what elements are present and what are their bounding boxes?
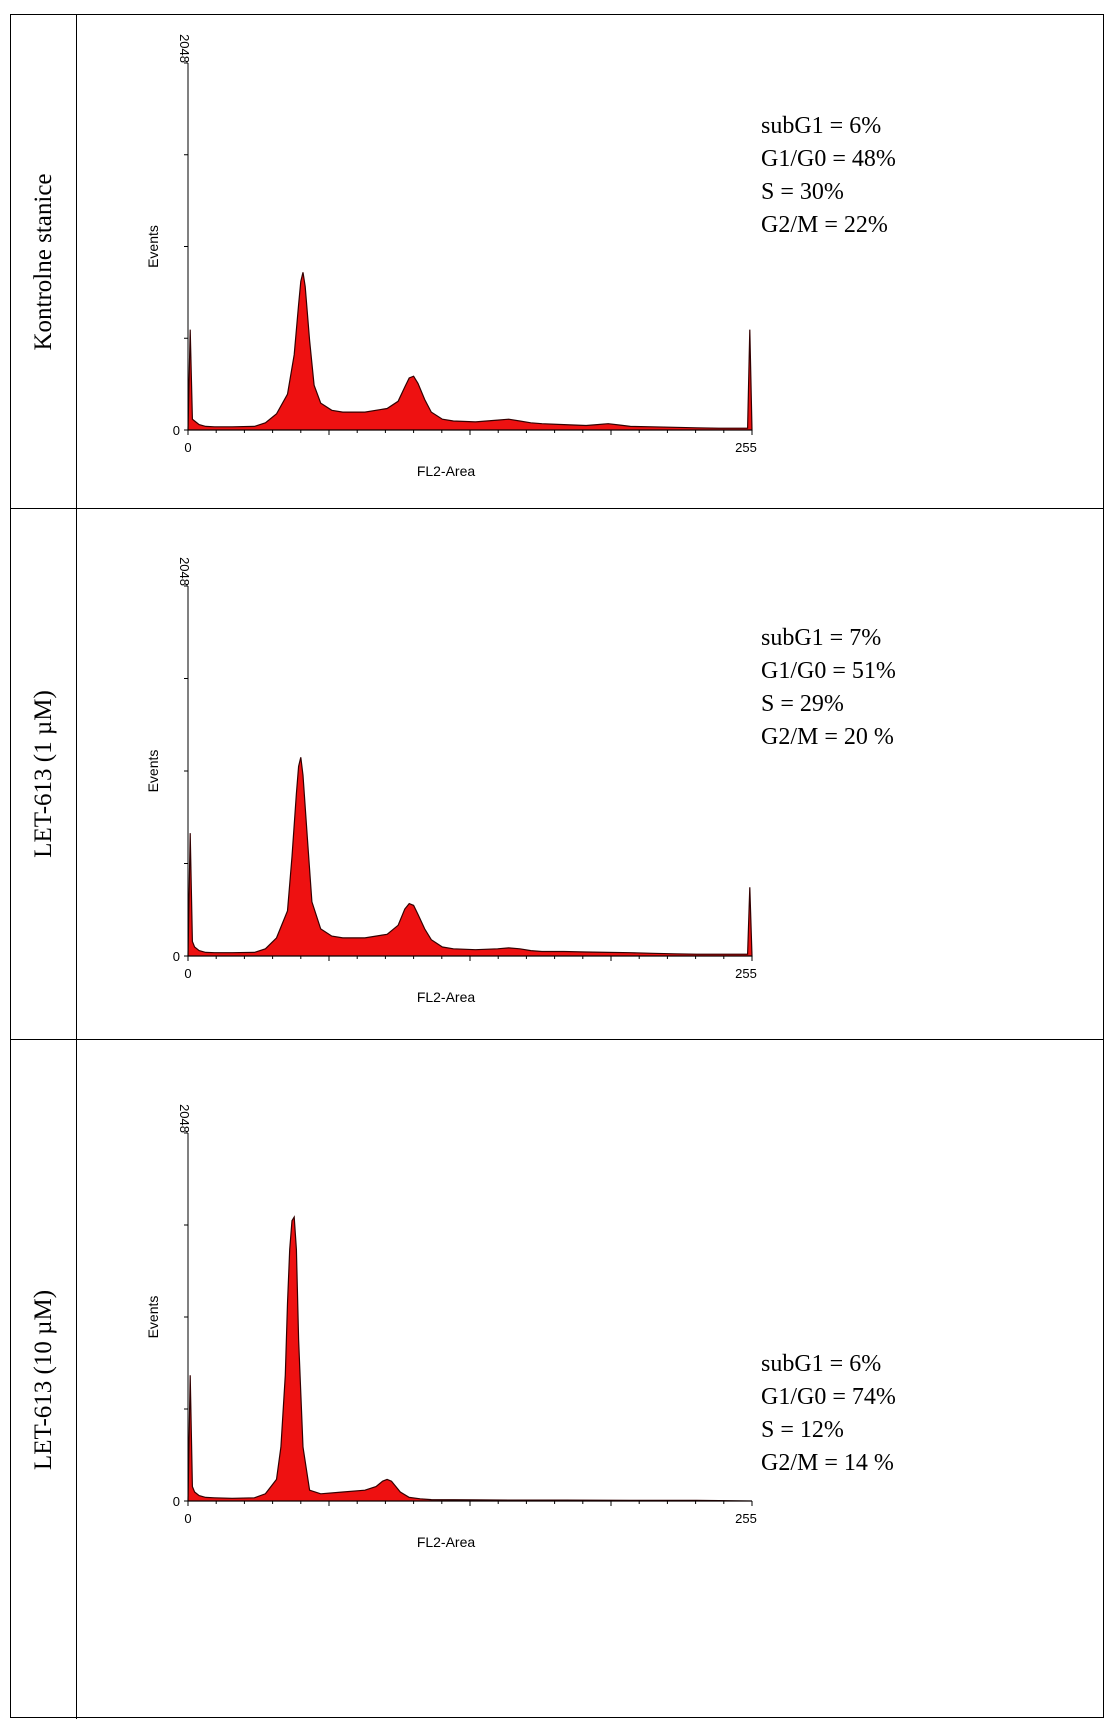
row-label-cell: LET-613 (1 µM) (11, 509, 77, 1039)
row-let613-1um: LET-613 (1 µM) 0 2048 0 255 FL2-Area Events s… (11, 508, 1103, 1039)
histogram-area (187, 757, 753, 957)
x-tick-label: 255 (735, 440, 757, 455)
row-let613-10um: LET-613 (10 µM) 0 2048 0 255 FL2-Area Events … (11, 1039, 1103, 1719)
stat-s: S = 30% (761, 179, 844, 205)
stat-subg1: subG1 = 7% (761, 625, 882, 651)
y-tick-label: 0 (173, 423, 180, 438)
stat-s: S = 12% (761, 1417, 844, 1443)
x-tick-label: 255 (735, 966, 757, 981)
stat-subg1: subG1 = 6% (761, 113, 882, 139)
row-label-cell: LET-613 (10 µM) (11, 1040, 77, 1719)
x-tick-label: 255 (735, 1511, 757, 1526)
stat-subg1: subG1 = 6% (761, 1351, 882, 1377)
row-label: LET-613 (10 µM) (29, 1289, 57, 1470)
stat-g1g0: G1/G0 = 48% (761, 146, 896, 172)
x-axis-label: FL2-Area (417, 989, 476, 1005)
row-label-cell: Kontrolne stanice (11, 15, 77, 508)
stats-block: subG1 = 6% G1/G0 = 48% S = 30% G2/M = 22… (761, 110, 896, 242)
stat-s: S = 29% (761, 691, 844, 717)
histogram-chart: 0 2048 0 255 FL2-Area Events (145, 34, 757, 479)
histogram-chart: 0 2048 0 255 FL2-Area Events (145, 1104, 757, 1550)
y-axis-label: Events (145, 750, 161, 793)
stat-g1g0: G1/G0 = 51% (761, 658, 896, 684)
y-tick-label: 0 (173, 1494, 180, 1509)
stats-block: subG1 = 7% G1/G0 = 51% S = 29% G2/M = 20… (761, 622, 896, 754)
histogram-area (187, 1215, 753, 1502)
x-tick-label: 0 (184, 966, 191, 981)
stats-block: subG1 = 6% G1/G0 = 74% S = 12% G2/M = 14… (761, 1348, 896, 1480)
stat-g1g0: G1/G0 = 74% (761, 1384, 896, 1410)
histogram-chart: 0 2048 0 255 FL2-Area Events (145, 557, 757, 1005)
row-label: LET-613 (1 µM) (29, 690, 57, 858)
histogram-area (187, 272, 753, 431)
x-axis-label: FL2-Area (417, 463, 476, 479)
stat-g2m: G2/M = 20 % (761, 724, 894, 750)
x-tick-label: 0 (184, 440, 191, 455)
x-tick-label: 0 (184, 1511, 191, 1526)
y-axis-label: Events (145, 1296, 161, 1339)
y-tick-label: 2048 (177, 557, 192, 586)
y-tick-label: 0 (173, 949, 180, 964)
x-axis-label: FL2-Area (417, 1534, 476, 1550)
stat-g2m: G2/M = 22% (761, 212, 888, 238)
row-label: Kontrolne stanice (29, 172, 57, 351)
row-control: Kontrolne stanice 0 2048 0 255 FL2-Area Event… (11, 15, 1103, 508)
stat-g2m: G2/M = 14 % (761, 1450, 894, 1476)
y-tick-label: 2048 (177, 34, 192, 63)
figure-table: Kontrolne stanice 0 2048 0 255 FL2-Area Event… (10, 14, 1104, 1719)
y-tick-label: 2048 (177, 1104, 192, 1133)
y-axis-label: Events (145, 225, 161, 268)
